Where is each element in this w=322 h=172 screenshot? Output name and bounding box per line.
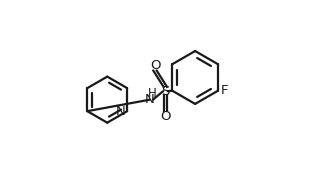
Text: N: N [116,105,126,118]
Text: N: N [145,93,155,106]
Text: O: O [150,59,160,72]
Text: O: O [160,110,171,123]
Text: H: H [147,87,156,100]
Text: S: S [161,85,169,98]
Text: F: F [221,84,228,97]
